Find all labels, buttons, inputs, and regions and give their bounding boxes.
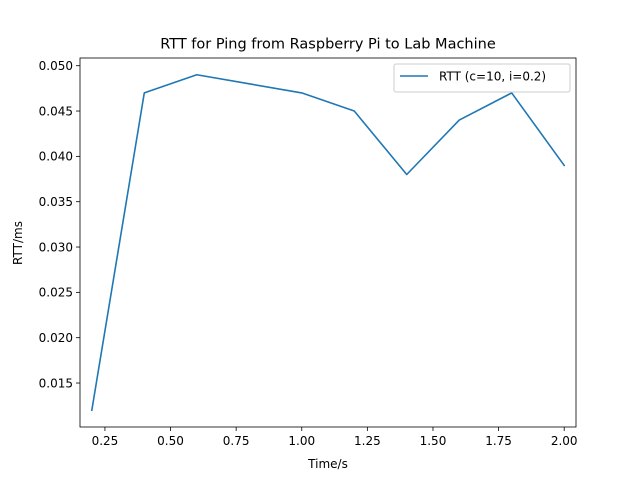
x-axis-label: Time/s <box>307 457 348 471</box>
x-tick-label: 0.75 <box>223 434 250 448</box>
data-point <box>457 118 462 123</box>
data-point <box>194 72 199 77</box>
y-axis-ticks: 0.015 0.020 0.025 0.030 0.035 0.040 0.045 0.050 <box>39 59 80 390</box>
series-layer <box>89 72 567 413</box>
y-tick-label: 0.025 <box>39 286 73 300</box>
y-tick-label: 0.015 <box>39 376 73 390</box>
x-axis-ticks: 0.25 0.50 0.75 1.00 1.25 1.50 1.75 2.00 <box>92 427 578 448</box>
data-point <box>299 90 304 95</box>
y-tick-label: 0.050 <box>39 59 73 73</box>
y-tick-label: 0.035 <box>39 195 73 209</box>
x-tick-label: 0.25 <box>92 434 119 448</box>
data-point <box>404 172 409 177</box>
x-tick-label: 1.00 <box>288 434 315 448</box>
x-tick-label: 1.75 <box>485 434 512 448</box>
x-tick-label: 1.25 <box>354 434 381 448</box>
data-point <box>89 408 94 413</box>
plot-frame <box>79 57 577 428</box>
legend-entry-label: RTT (c=10, i=0.2) <box>439 70 546 84</box>
legend-box <box>393 63 571 93</box>
x-tick-label: 1.50 <box>420 434 447 448</box>
y-axis-label: RTT/ms <box>11 221 25 265</box>
y-tick-label: 0.030 <box>39 240 73 254</box>
y-tick-label: 0.040 <box>39 150 73 164</box>
y-tick-label: 0.020 <box>39 331 73 345</box>
data-point <box>562 163 567 168</box>
chart-title: RTT for Ping from Raspberry Pi to Lab Ma… <box>160 37 496 53</box>
legend: RTT (c=10, i=0.2) <box>393 63 571 93</box>
series-line <box>90 73 566 412</box>
x-tick-label: 2.00 <box>551 434 578 448</box>
data-point <box>352 109 357 114</box>
data-point <box>142 90 147 95</box>
x-tick-label: 0.50 <box>157 434 184 448</box>
data-point <box>247 81 252 86</box>
plot-area <box>80 58 576 427</box>
y-tick-label: 0.045 <box>39 104 73 118</box>
